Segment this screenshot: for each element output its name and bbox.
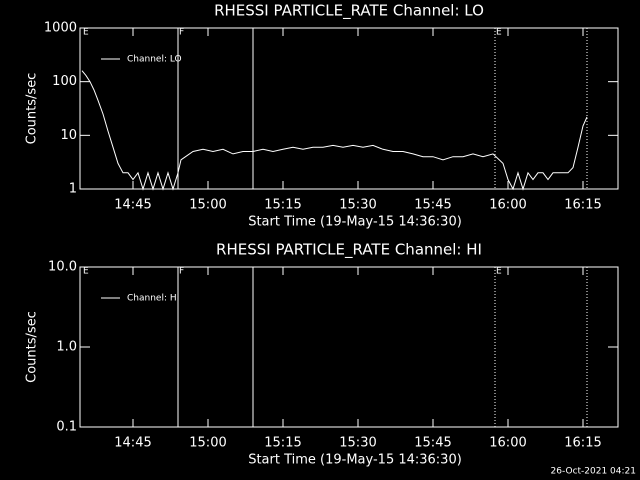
y-tick-label: 10.0 <box>48 260 77 275</box>
x-axis-label: Start Time (19-May-15 14:36:30) <box>248 453 462 468</box>
y-axis-label: Counts/sec <box>25 73 40 145</box>
x-tick-label: 15:15 <box>264 436 301 451</box>
footer: 26-Oct-2021 04:21 <box>551 467 636 477</box>
x-tick-label: 16:00 <box>489 436 526 451</box>
y-tick-label: 100 <box>52 74 77 89</box>
x-tick-label: 15:30 <box>339 436 376 451</box>
x-tick-label: 15:30 <box>339 198 376 213</box>
x-tick-label: 16:15 <box>564 198 601 213</box>
x-tick-label: 15:00 <box>189 198 226 213</box>
x-tick-label: 14:45 <box>114 436 151 451</box>
legend-label: Channel: LO <box>127 55 182 65</box>
y-tick-label: 0.1 <box>56 420 77 435</box>
x-tick-label: 16:00 <box>489 198 526 213</box>
y-axis-label: Counts/sec <box>25 311 40 383</box>
legend-label: Channel: HI <box>127 294 179 304</box>
plot-frame <box>79 27 619 190</box>
x-tick-label: 15:00 <box>189 436 226 451</box>
marker-label: E <box>83 267 89 277</box>
marker-label: F <box>179 28 184 38</box>
x-tick-label: 16:15 <box>564 436 601 451</box>
x-tick-label: 15:45 <box>414 436 451 451</box>
y-tick-label: 1.0 <box>56 340 77 355</box>
marker-label: F <box>179 267 184 277</box>
y-tick-label: 1000 <box>44 21 77 36</box>
marker-label: E <box>496 28 502 38</box>
x-tick-label: 15:15 <box>264 198 301 213</box>
y-tick-label: 10 <box>60 128 77 143</box>
y-tick-label: 1 <box>69 182 77 197</box>
marker-label: E <box>496 267 502 277</box>
data-line <box>81 70 588 191</box>
plot-frame <box>79 266 619 428</box>
marker-label: E <box>83 28 89 38</box>
chart-title: RHESSI PARTICLE_RATE Channel: HI <box>216 241 482 260</box>
x-axis-label: Start Time (19-May-15 14:36:30) <box>248 215 462 230</box>
x-tick-label: 15:45 <box>414 198 451 213</box>
x-tick-label: 14:45 <box>114 198 151 213</box>
chart-title: RHESSI PARTICLE_RATE Channel: LO <box>214 2 484 21</box>
